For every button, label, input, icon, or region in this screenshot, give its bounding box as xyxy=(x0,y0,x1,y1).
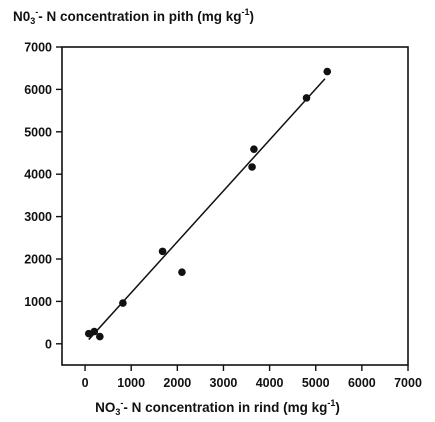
x-tick-label: 5000 xyxy=(302,376,330,390)
data-point xyxy=(250,145,258,153)
regression-line xyxy=(88,78,326,341)
y-tick-label: 3000 xyxy=(24,210,52,224)
x-tick-label: 6000 xyxy=(348,376,376,390)
plot-frame xyxy=(61,46,409,366)
y-tick-label: 2000 xyxy=(24,253,52,267)
x-tick-label: 2000 xyxy=(163,376,191,390)
y-axis-label-sup1: - xyxy=(35,7,39,17)
y-axis-label-sup2: -1 xyxy=(241,7,250,17)
data-point xyxy=(178,268,186,276)
x-tick-label: 3000 xyxy=(210,376,238,390)
x-tick-label: 7000 xyxy=(394,376,422,390)
y-tick-label: 6000 xyxy=(24,83,52,97)
data-point xyxy=(119,299,127,307)
scatter-chart: 0 1000 2000 3000 4000 5000 6000 7000 0 1000 2000 30… xyxy=(24,41,422,391)
data-point xyxy=(158,247,167,256)
x-axis-label-post: ) xyxy=(335,400,340,415)
x-axis-label-sub: 3 xyxy=(115,407,121,417)
y-axis-label-mid: - N concentration in pith (mg kg xyxy=(38,9,242,24)
x-tick-label: 4000 xyxy=(256,376,284,390)
y-tick-label: 5000 xyxy=(24,125,52,139)
x-tick-label: 1000 xyxy=(117,376,145,390)
x-tick-label: 0 xyxy=(82,376,89,390)
y-tick-label: 7000 xyxy=(24,41,52,55)
x-axis-label-mid: - N concentration in rind (mg kg xyxy=(123,400,328,415)
data-point xyxy=(90,327,99,336)
x-axis-label-sup1: - xyxy=(120,398,124,408)
y-axis-label-post: ) xyxy=(249,9,255,24)
y-tick-label: 0 xyxy=(45,337,52,351)
y-axis-label: N03-- N concentration in pith (mg kg-1) xyxy=(13,7,255,26)
x-axis-label: NO3-- N concentration in rind (mg kg-1) xyxy=(0,398,435,417)
data-point xyxy=(323,67,332,76)
y-axis-label-pre: N0 xyxy=(13,9,31,24)
data-point xyxy=(248,163,256,171)
y-tick-label: 4000 xyxy=(24,168,52,182)
x-axis-label-pre: NO xyxy=(95,400,116,415)
y-tick-label: 1000 xyxy=(24,295,52,309)
x-axis-label-sup2: -1 xyxy=(327,398,336,408)
y-axis-label-sub: 3 xyxy=(30,16,36,26)
data-point xyxy=(302,94,311,102)
data-point xyxy=(96,332,104,341)
